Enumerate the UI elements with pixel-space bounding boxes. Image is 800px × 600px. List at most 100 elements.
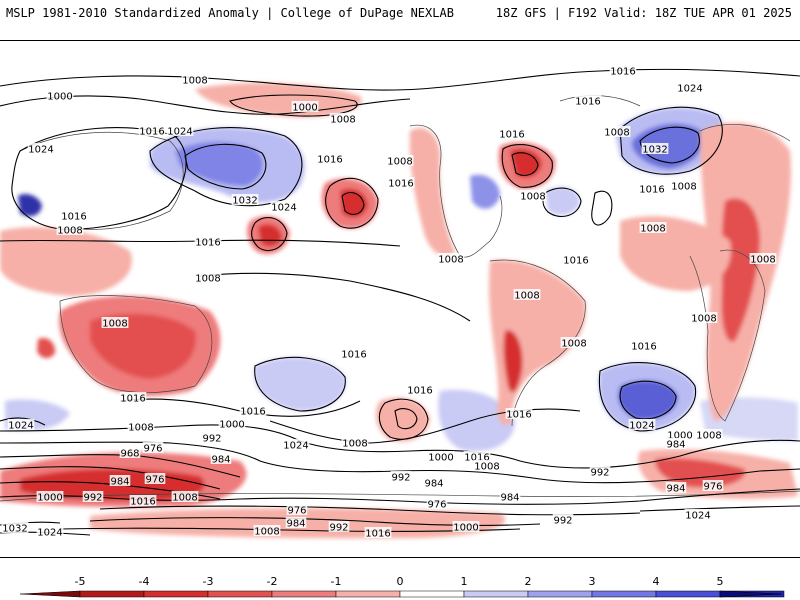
isobar-label: 984 (666, 440, 685, 451)
isobar-label-bg (386, 155, 414, 166)
isobar-label: 1024 (629, 421, 654, 432)
isobar-label: 1016 (120, 394, 145, 405)
isobar-label-bg (341, 437, 369, 448)
isobar-label-bg (641, 143, 669, 154)
isobar-label-bg (628, 419, 656, 430)
isobar-label-bg (684, 509, 712, 520)
isobar-label: 984 (286, 519, 305, 530)
colorbar-tick-label: -2 (267, 575, 278, 588)
isobar-label-bg (560, 337, 588, 348)
isobar-label: 976 (703, 482, 722, 493)
isobar-label: 984 (424, 479, 443, 490)
colorbar-tick-label: -3 (203, 575, 214, 588)
isobar-label: 1032 (642, 145, 667, 156)
isobar-label-bg (749, 253, 777, 264)
isobar-label: 992 (391, 473, 410, 484)
isobar-label-bg (427, 451, 455, 462)
isobar-label-bg (127, 421, 155, 432)
isobar-label: 1024 (167, 127, 192, 138)
colorbar-swatch (527, 590, 593, 598)
isobar-label: 1008 (604, 128, 629, 139)
isobar-label: 984 (666, 484, 685, 495)
colorbar-tick-label: 3 (589, 575, 596, 588)
isobar-label-bg (463, 451, 491, 462)
isobar-label-bg (60, 210, 88, 221)
isobar-label-bg (194, 272, 222, 283)
colorbar-tick-label: 2 (525, 575, 532, 588)
colorbar-swatch (463, 590, 529, 598)
isobar-label: 1000 (292, 103, 317, 114)
isobar-label: 1008 (342, 439, 367, 450)
isobar-label: 1000 (37, 493, 62, 504)
isobar-label: 1016 (610, 67, 635, 78)
isobar-label: 992 (83, 493, 102, 504)
isobar-label-bg (562, 254, 590, 265)
isobar-label: 976 (143, 444, 162, 455)
isobar-label-bg (36, 491, 64, 502)
isobar-label-bg (387, 177, 415, 188)
colorbar-swatch (271, 590, 337, 598)
isobar-label: 976 (427, 500, 446, 511)
isobar-label-bg (46, 90, 74, 101)
isobar-label: 1016 (464, 453, 489, 464)
colorbar-tick-label: 4 (653, 575, 660, 588)
isobar-label-bg (390, 471, 412, 482)
isobar-label: 1024 (283, 441, 308, 452)
colorbar-swatch (335, 590, 401, 598)
isobar-label: 1000 (667, 431, 692, 442)
isobar-label: 1032 (2, 524, 27, 535)
map-panel: 1008 1016 1000 1000 1024 1016 1008 1016 1024 1016… (0, 40, 800, 558)
isobar-label-bg (119, 392, 147, 403)
colorbar-swatch (591, 590, 657, 598)
isobar-label-bg (423, 477, 445, 488)
isobar-label-bg (695, 429, 723, 440)
isobar-label-bg (201, 432, 223, 443)
isobar-label-bg (589, 466, 611, 477)
isobar-label-bg (328, 521, 350, 532)
isobar-label-bg (282, 439, 310, 450)
isobar-label-bg (630, 340, 658, 351)
colorbar-swatch (207, 590, 273, 598)
isobar-label: 968 (120, 449, 139, 460)
isobar-label-bg (129, 495, 157, 506)
isobar-label-bg (665, 438, 687, 449)
isobar-label-bg (181, 74, 209, 85)
isobar-label: 1024 (37, 528, 62, 539)
isobar-label-bg (552, 514, 574, 525)
colorbar-tick-label: -4 (139, 575, 150, 588)
isobar-label: 1008 (195, 274, 220, 285)
isobar-label: 1008 (128, 423, 153, 434)
isobar-label-bg (36, 526, 64, 537)
isobar-label: 1008 (514, 291, 539, 302)
isobar-label: 992 (202, 434, 221, 445)
isobar-label-bg (253, 525, 281, 536)
isobar-label-bg (364, 527, 392, 538)
isobar-label-bg (101, 317, 129, 328)
isobar-label: 984 (211, 455, 230, 466)
isobar-label: 1024 (677, 84, 702, 95)
isobar-label-bg (609, 65, 637, 76)
isobar-label: 1008 (57, 226, 82, 237)
colorbar-swatch (399, 590, 465, 598)
colorbar-swatch (19, 590, 81, 598)
isobar-label: 1008 (750, 255, 775, 266)
isobar-label-bg (513, 289, 541, 300)
colorbar-swatch (655, 590, 721, 598)
isobar-label-bg (426, 498, 448, 509)
isobar-label: 1008 (561, 339, 586, 350)
isobar-label-bg (505, 408, 533, 419)
isobar-label-bg (702, 480, 724, 491)
isobar-label: 1008 (182, 76, 207, 87)
isobar-label-bg (144, 473, 166, 484)
isobar-label-bg (316, 153, 344, 164)
colorbar-swatch (79, 590, 145, 598)
isobar-label-bg (676, 82, 704, 93)
isobar-label: 1016 (499, 130, 524, 141)
isobar-label: 1016 (388, 179, 413, 190)
isobar-label: 1000 (428, 453, 453, 464)
isobar-label-bg (239, 405, 267, 416)
isobar-label: 1016 (563, 256, 588, 267)
isobar-label-bg (670, 180, 698, 191)
isobar-label: 992 (553, 516, 572, 527)
isobar-label: 1024 (28, 145, 53, 156)
